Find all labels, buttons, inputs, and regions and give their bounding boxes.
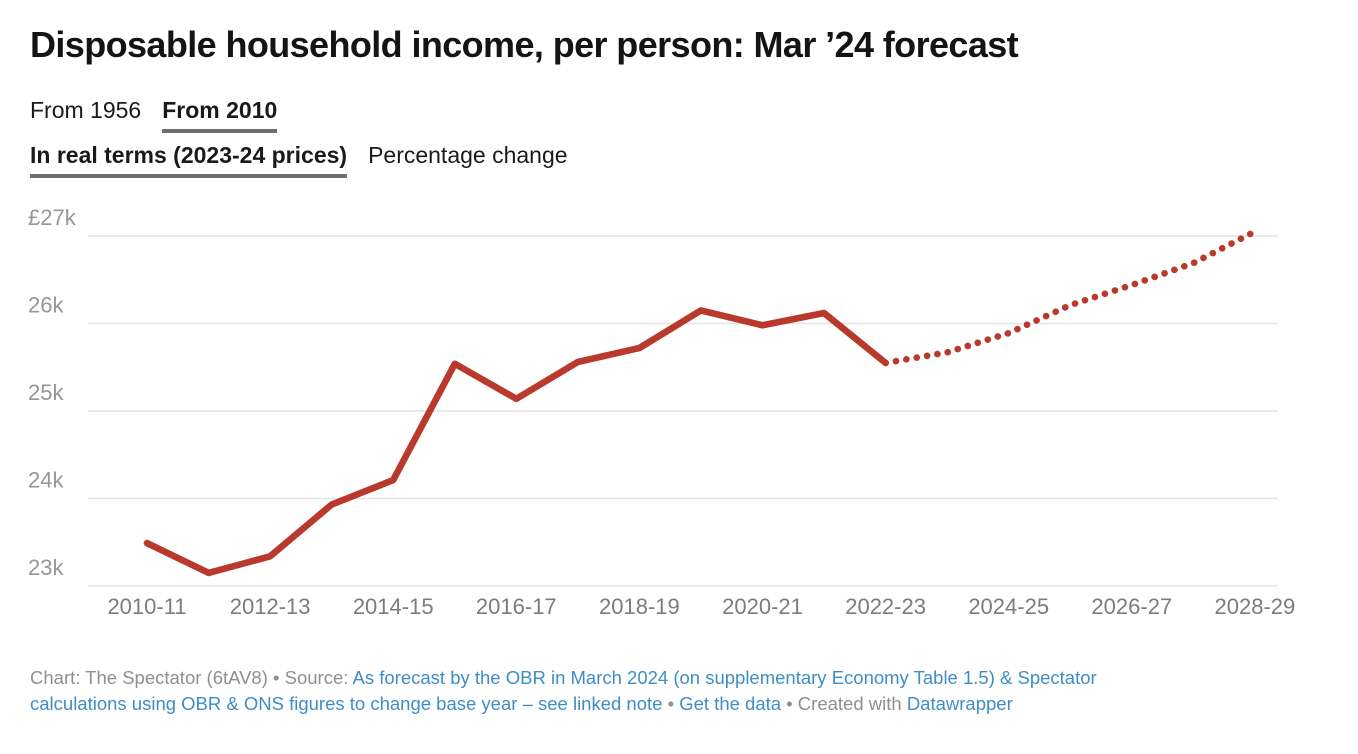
page-title: Disposable household income, per person:… <box>30 24 1019 65</box>
x-axis-tick-label: 2028-29 <box>1215 594 1296 619</box>
tab-real-terms[interactable]: In real terms (2023-24 prices) <box>30 142 348 178</box>
x-axis-tick-label: 2022-23 <box>845 594 926 619</box>
footer-source-link-line2[interactable]: calculations using OBR & ONS figures to … <box>30 692 663 714</box>
y-axis-tick-label: 23k <box>28 555 64 580</box>
tab-percentage-change[interactable]: Percentage change <box>368 142 568 168</box>
footer-source-link-line1[interactable]: As forecast by the OBR in March 2024 (on… <box>352 667 1097 688</box>
x-axis-tick-label: 2018-19 <box>599 594 680 619</box>
footer-created-with: • Created with <box>781 692 907 714</box>
tab-from-2010[interactable]: From 2010 <box>162 97 278 133</box>
measure-tab-row: In real terms (2023-24 prices) Percentag… <box>30 142 568 178</box>
footer-separator: • <box>662 692 680 714</box>
income-line-forecast <box>882 228 1259 367</box>
y-axis-tick-label: 24k <box>28 468 64 493</box>
y-axis-tick-label: £27k <box>28 205 77 230</box>
x-axis-tick-label: 2014-15 <box>353 594 434 619</box>
income-line-actual <box>143 307 889 577</box>
footer: Chart: The Spectator (6tAV8) • Source: A… <box>30 665 1210 716</box>
x-axis-tick-label: 2024-25 <box>968 594 1049 619</box>
tab-from-1956[interactable]: From 1956 <box>30 97 142 123</box>
y-axis-tick-label: 26k <box>28 293 64 318</box>
x-axis-tick-label: 2026-27 <box>1091 594 1172 619</box>
x-axis-tick-label: 2020-21 <box>722 594 803 619</box>
x-axis-tick-label: 2010-11 <box>107 594 186 619</box>
footer-datawrapper-link[interactable]: Datawrapper <box>906 692 1013 714</box>
period-tab-row: From 1956 From 2010 <box>30 97 278 133</box>
x-axis-tick-label: 2012-13 <box>230 594 311 619</box>
x-axis-tick-label: 2016-17 <box>476 594 557 619</box>
footer-byline: Chart: The Spectator (6tAV8) • Source: <box>30 667 353 688</box>
y-axis-tick-label: 25k <box>28 380 64 405</box>
footer-get-the-data-link[interactable]: Get the data <box>679 692 782 714</box>
